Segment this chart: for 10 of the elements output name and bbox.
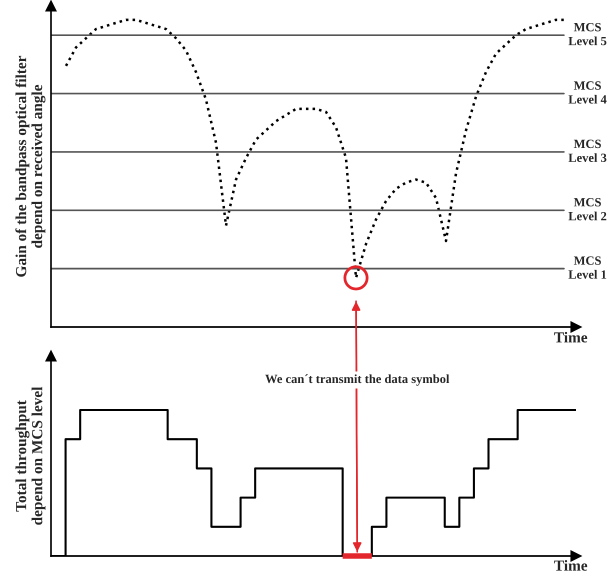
ref-line-label: MCS Level 4 [568,81,607,104]
ref-line-label: MCS Level 2 [568,198,606,220]
x-axis-title: Time [554,560,588,571]
y-axis-title: Total throughput depend on MCS level [15,386,46,525]
ref-line-label: MCS Level 1 [568,256,606,279]
ref-line-label: MCS Level 3 [568,140,606,162]
ref-line-label: MCS Level 5 [568,22,606,46]
text: We can´t transmit the data symbol [265,374,450,386]
x-axis-title: Time [554,332,588,343]
y-axis-title: Gain of the bandpass optical filter depend on received angle [15,56,46,277]
